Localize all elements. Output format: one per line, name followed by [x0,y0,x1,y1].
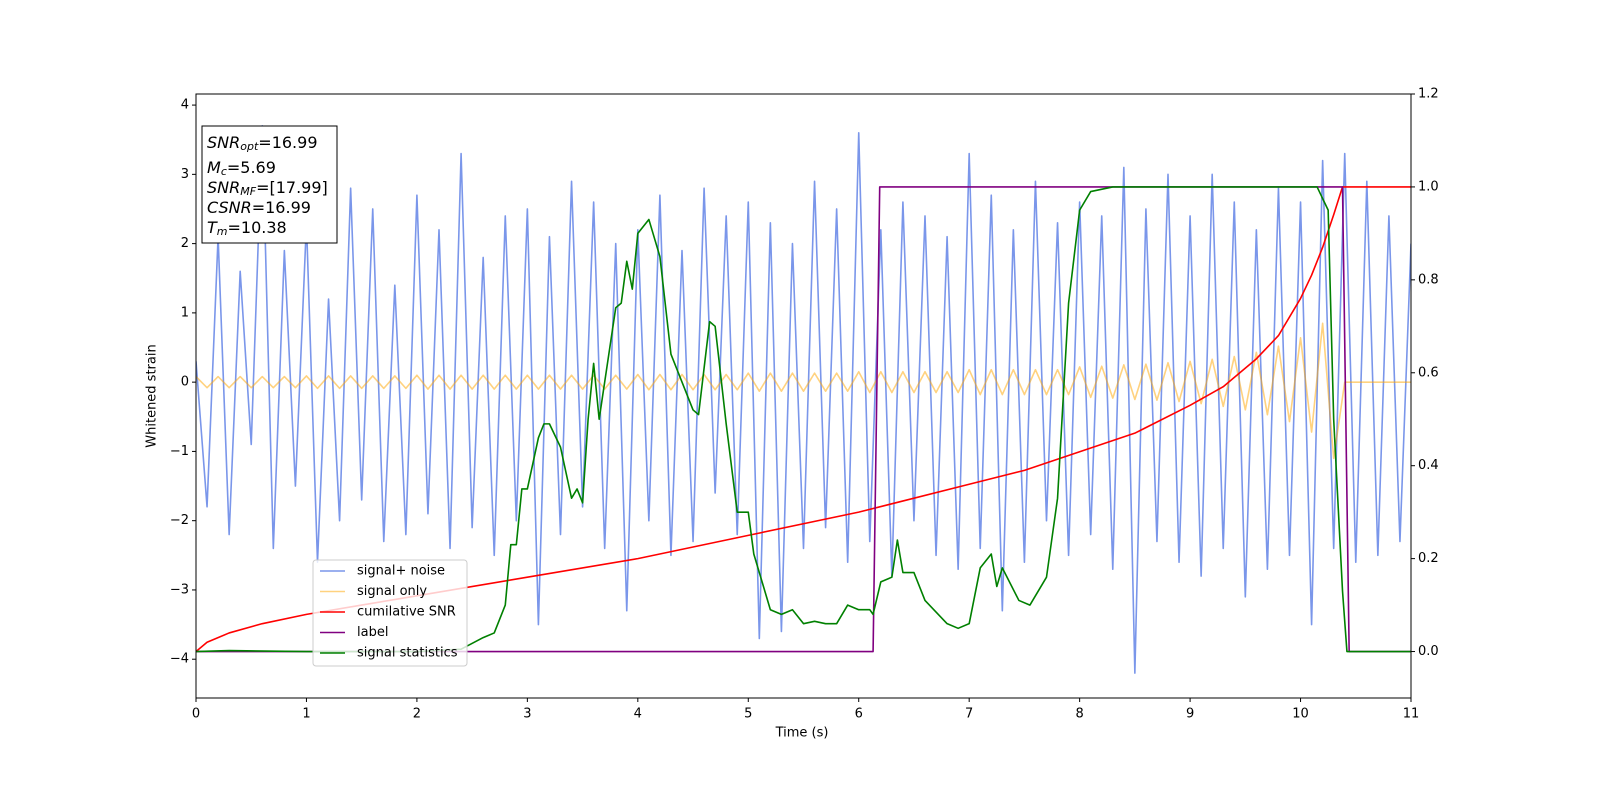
y-tick-label: 0 [181,375,189,390]
legend-label: cumilative SNR [357,605,456,620]
series-line [196,186,1411,653]
annotation-base: CSNR [207,198,252,217]
y2-tick-label: 1.0 [1418,179,1439,194]
annotation-rest: =16.99 [252,198,311,217]
legend-label: signal+ noise [357,564,445,579]
series-line [196,322,1411,460]
y-tick-label: −4 [170,652,189,667]
annotation-base: SNR [207,178,240,197]
annotation-frame [201,125,338,244]
y-tick-label: 2 [181,236,189,251]
annotation-sub: MF [240,185,256,198]
annotation-rest: =10.38 [228,218,287,237]
annotation-rest: =[17.99] [256,178,328,197]
x-tick-label: 5 [744,707,752,722]
y2-tick-label: 1.2 [1418,87,1439,102]
x-tick-label: 6 [855,707,863,722]
legend-label: signal statistics [357,646,458,661]
y2-tick-label: 0.8 [1418,272,1439,287]
axes-frame [195,93,1412,699]
x-tick-label: 11 [1403,707,1420,722]
y-tick-label: 1 [181,305,189,320]
plot-area [196,125,1411,674]
x-tick-label: 2 [413,707,421,722]
x-tick-label: 0 [192,707,200,722]
annotation-line: SNRMF=[17.99] [207,178,328,199]
annotation-line: Mc=5.69 [207,158,276,179]
legend: signal+ noise signal only cumilative SNR la… [312,559,468,667]
legend-label: label [357,625,388,640]
y2-tick-label: 0.6 [1418,365,1439,380]
x-tick-label: 9 [1186,707,1194,722]
annotation-base: M [207,158,221,177]
annotation-sub: c [221,165,227,178]
x-tick-label: 3 [523,707,531,722]
series-line [196,186,1411,653]
annotation-base: T [207,218,218,237]
y-tick-label: −3 [170,582,189,597]
annotation-sub: m [217,225,228,238]
annotation-rest: =5.69 [227,158,276,177]
x-tick-label: 4 [634,707,642,722]
annotation-rest: =16.99 [258,133,317,152]
y-axis-label: Whitened strain [145,344,160,447]
annotation-sub: opt [240,140,259,153]
y-tick-label: 3 [181,167,189,182]
y2-tick-label: 0.2 [1418,551,1439,566]
legend-label: signal only [357,584,427,599]
legend-frame [312,559,468,667]
annotation-line: Tm=10.38 [207,218,287,239]
y-tick-label: 4 [181,98,189,113]
x-tick-label: 7 [965,707,973,722]
annotation-line: CSNR=16.99 [207,198,311,217]
annotation-base: SNR [207,133,240,152]
y2-tick-label: 0.4 [1418,458,1439,473]
annotation-line: SNRopt=16.99 [207,133,318,154]
x-tick-label: 8 [1075,707,1083,722]
x-tick-label: 1 [302,707,310,722]
y-tick-label: −2 [170,513,189,528]
series-line [196,125,1411,674]
annotation-box: SNRopt=16.99Mc=5.69SNRMF=[17.99]CSNR=16.… [201,125,338,244]
x-axis-label: Time (s) [775,726,829,741]
y-tick-label: −1 [170,444,189,459]
x-tick-label: 10 [1292,707,1309,722]
y2-tick-label: 0.0 [1418,644,1439,659]
